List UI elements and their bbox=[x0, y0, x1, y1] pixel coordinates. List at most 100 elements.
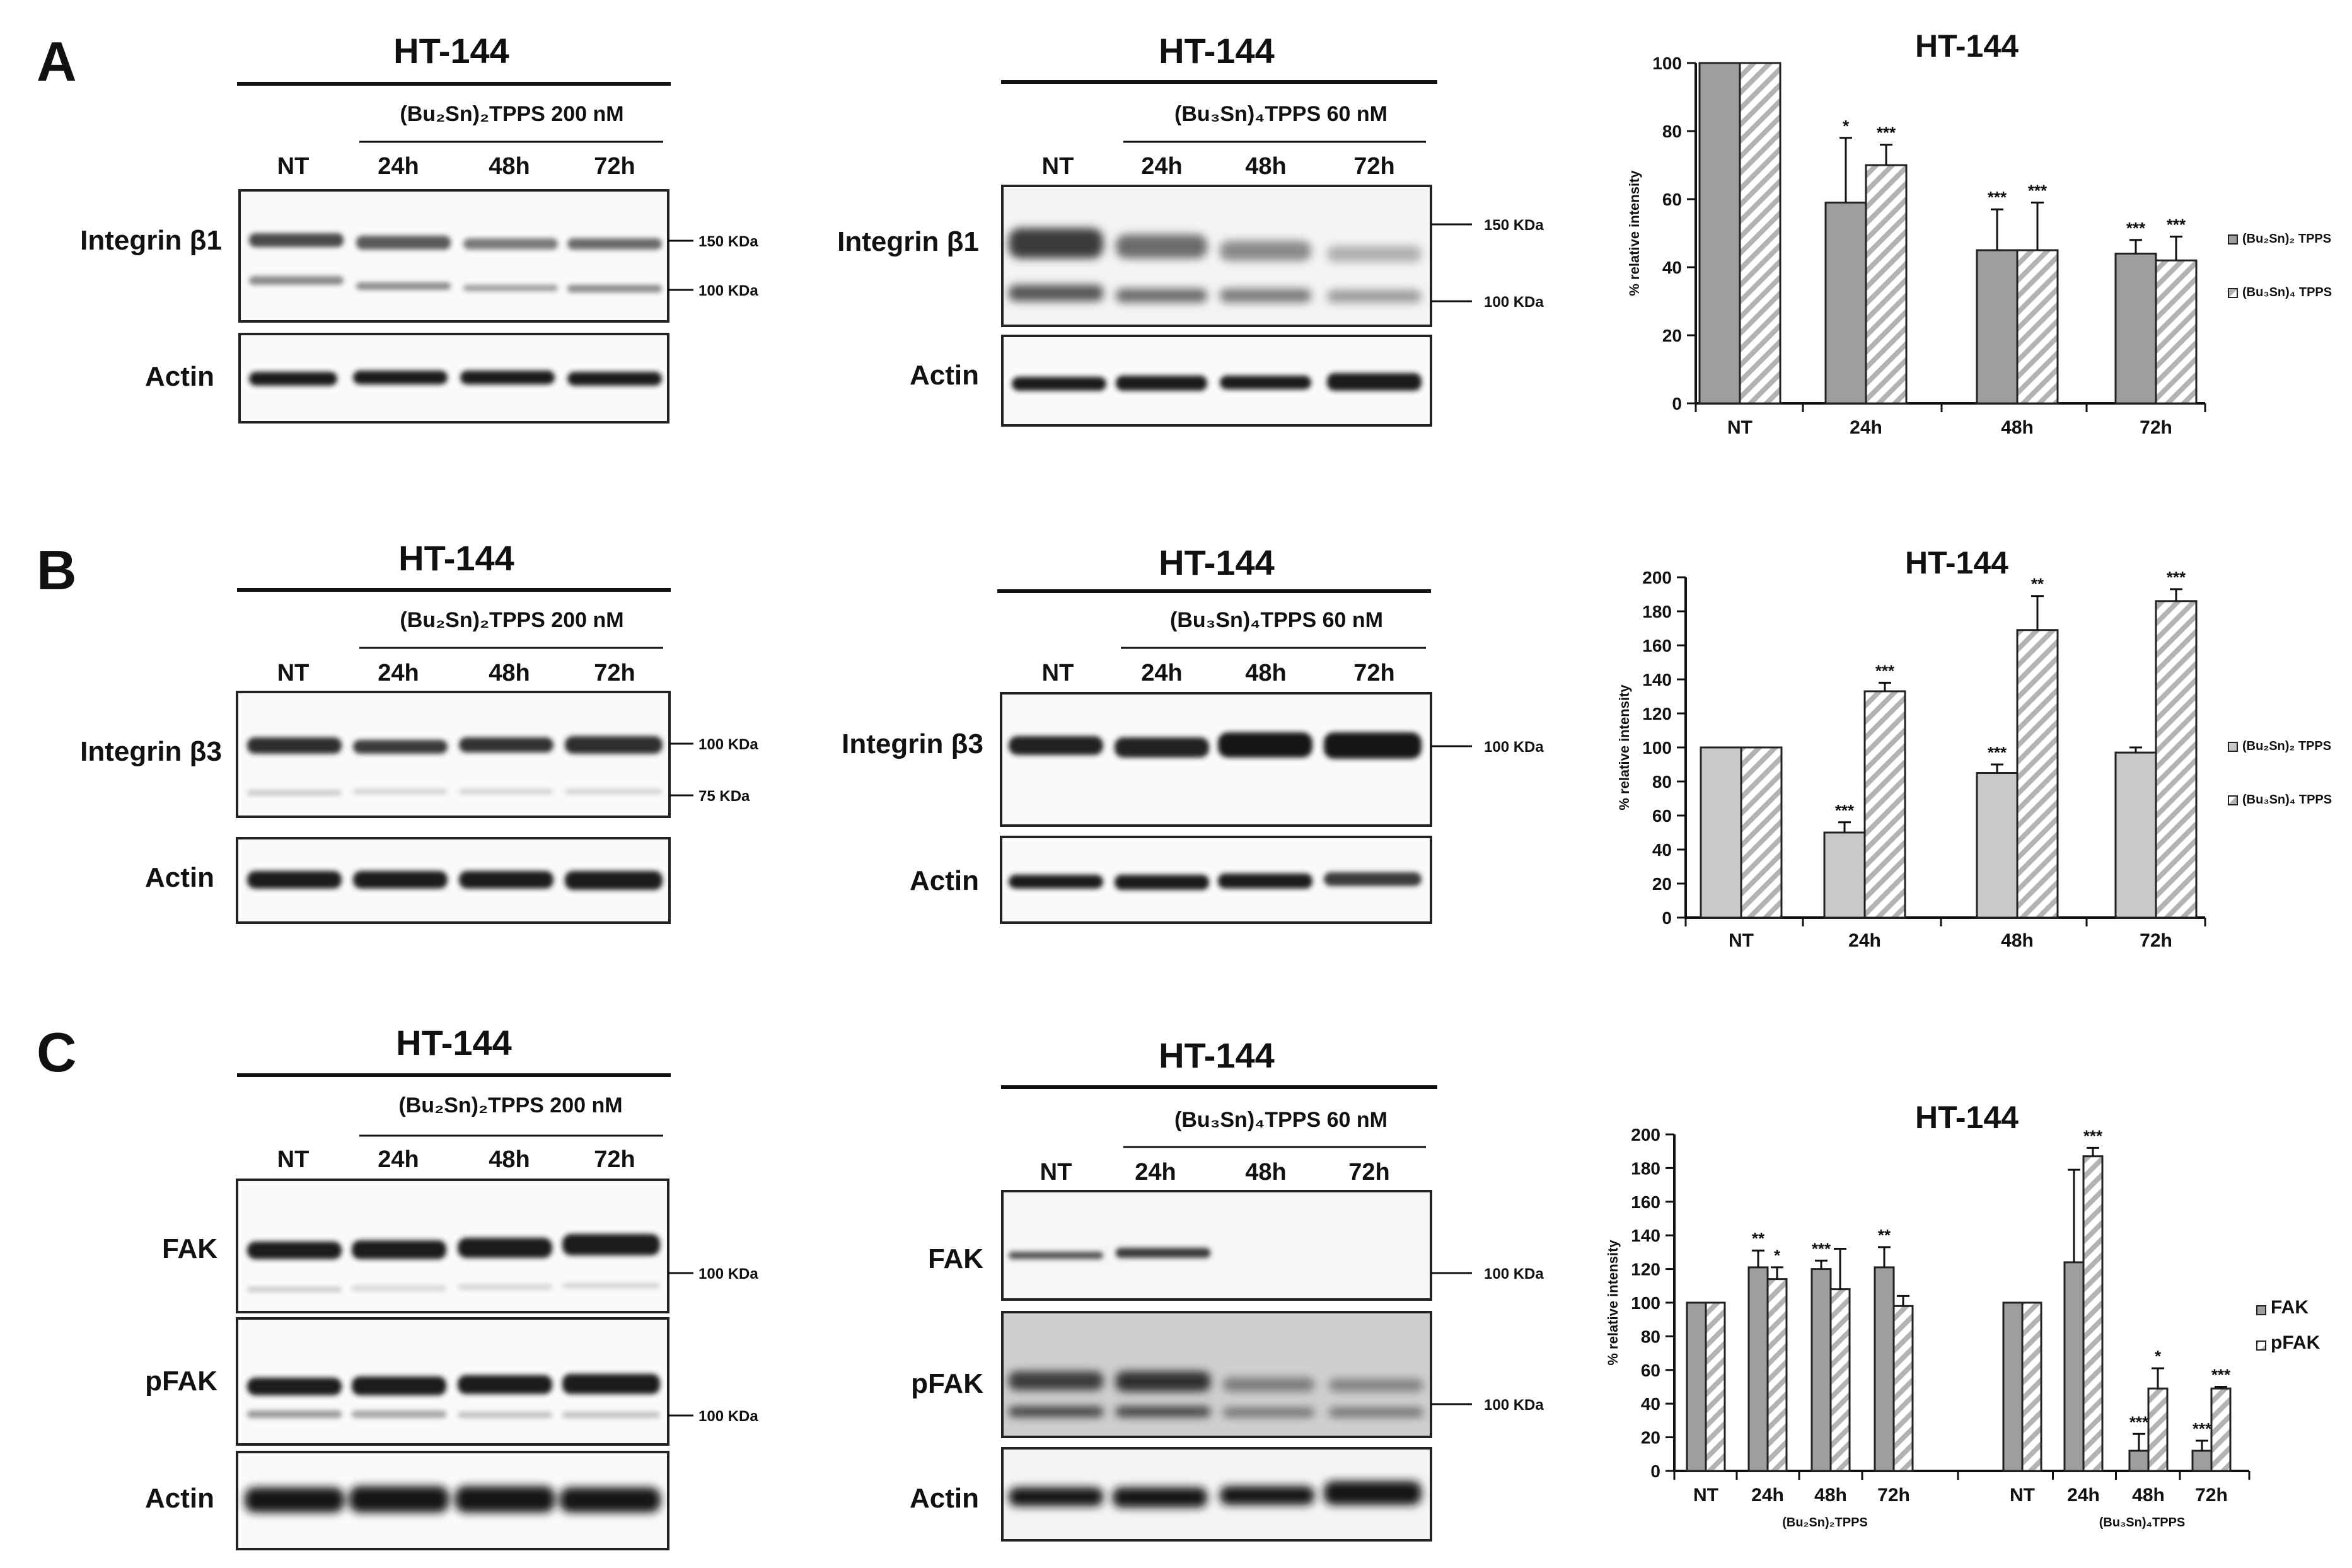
bar-chart-c: HT-144 0 20 40 60 80 100 120 140 160 180 200 % relat… bbox=[1605, 1100, 2320, 1530]
lane-label-48h: 48h bbox=[1245, 660, 1286, 686]
y-tick-label: 0 bbox=[1672, 394, 1682, 413]
lane-label-48h: 48h bbox=[1245, 1159, 1286, 1185]
significance-marker: * bbox=[2155, 1347, 2162, 1366]
legend-label: (Bu₃Sn)₄ TPPS bbox=[2242, 793, 2332, 807]
bar-series-1 bbox=[1700, 746, 1742, 919]
legend-label: FAK bbox=[2271, 1297, 2309, 1318]
y-tick-label: 80 bbox=[1662, 122, 1682, 141]
treatment-label: (Bu₃Sn)₄TPPS 60 nM bbox=[1170, 608, 1383, 632]
chart-title: HT-144 bbox=[1905, 545, 2008, 580]
y-tick-label: 40 bbox=[1662, 258, 1682, 277]
significance-marker: *** bbox=[2167, 215, 2186, 234]
significance-marker: *** bbox=[2167, 568, 2186, 587]
marker-label: 100 KDa bbox=[698, 282, 758, 299]
bar-series-1 bbox=[1976, 772, 2019, 919]
lane-label-24h: 24h bbox=[1141, 660, 1182, 686]
bar-series-2 bbox=[2147, 1387, 2169, 1472]
y-tick-label: 60 bbox=[1652, 806, 1672, 826]
y-tick-label: 60 bbox=[1641, 1361, 1660, 1380]
lane-label-nt: NT bbox=[1042, 660, 1074, 686]
group-label: (Bu₃Sn)₄TPPS bbox=[2099, 1516, 2186, 1530]
lane-label-48h: 48h bbox=[489, 1146, 530, 1173]
bar-series-2 bbox=[1705, 1301, 1726, 1472]
lane-label-24h: 24h bbox=[378, 153, 419, 180]
y-tick-label: 20 bbox=[1652, 874, 1672, 894]
significance-marker: *** bbox=[1877, 124, 1896, 142]
x-tick-label: 24h bbox=[1850, 417, 1882, 438]
lane-label-24h: 24h bbox=[378, 660, 419, 686]
legend-label: (Bu₂Sn)₂ TPPS bbox=[2242, 739, 2331, 753]
y-tick-label: 0 bbox=[1650, 1461, 1660, 1481]
lane-label-nt: NT bbox=[277, 660, 310, 686]
significance-marker: *** bbox=[1835, 801, 1855, 820]
lane-label-nt: NT bbox=[277, 1146, 310, 1173]
lane-label-24h: 24h bbox=[1141, 153, 1182, 180]
x-tick-label: NT bbox=[2010, 1485, 2035, 1506]
marker-label: 150 KDa bbox=[698, 233, 758, 250]
blot-label-fak: FAK bbox=[928, 1243, 983, 1274]
lane-label-24h: 24h bbox=[378, 1146, 419, 1173]
x-tick-label: 72h bbox=[2195, 1485, 2228, 1506]
y-tick-label: 140 bbox=[1631, 1226, 1660, 1245]
y-tick-label: 120 bbox=[1642, 704, 1672, 723]
legend-swatch bbox=[2228, 234, 2238, 245]
blot-label-actin: Actin bbox=[145, 1483, 214, 1514]
significance-marker: *** bbox=[2211, 1366, 2231, 1385]
significance-marker: *** bbox=[1988, 188, 2007, 207]
significance-marker: * bbox=[1774, 1246, 1781, 1265]
blot-label-pfak: pFAK bbox=[145, 1366, 217, 1397]
treatment-label: (Bu₃Sn)₄TPPS 60 nM bbox=[1174, 102, 1387, 126]
blot-header-title: HT-144 bbox=[1159, 543, 1275, 582]
blot-c-bu2: HT-144 (Bu₂Sn)₂TPPS 200 nM NT 24h 48h 72… bbox=[145, 1023, 758, 1550]
blot-label-actin: Actin bbox=[910, 360, 979, 391]
blot-header-title: HT-144 bbox=[398, 538, 514, 578]
treatment-label: (Bu₂Sn)₂TPPS 200 nM bbox=[400, 102, 623, 126]
bar-series-1 bbox=[1823, 831, 1866, 919]
bar-series-2 bbox=[1766, 1278, 1788, 1472]
blot-a-bu2: HT-144 (Bu₂Sn)₂TPPS 200 nM NT 24h 48h 72… bbox=[80, 31, 758, 424]
x-tick-label: 24h bbox=[1751, 1485, 1784, 1506]
blot-label-actin: Actin bbox=[145, 862, 214, 893]
panel-label-b: B bbox=[37, 539, 77, 601]
bar-series-2 bbox=[2210, 1387, 2232, 1472]
bar-chart-b: HT-144 0 20 40 60 80 100 120 140 160 180 200 % relat… bbox=[1616, 545, 2332, 951]
chart-title: HT-144 bbox=[1915, 28, 2019, 64]
bar-series-1 bbox=[1824, 201, 1867, 405]
legend-swatch bbox=[2228, 795, 2238, 805]
marker-label: 100 KDa bbox=[1484, 739, 1544, 756]
bar-series-2 bbox=[2016, 629, 2059, 919]
y-tick-label: 20 bbox=[1641, 1428, 1660, 1448]
bar-series-2 bbox=[1829, 1288, 1851, 1472]
x-tick-label: 72h bbox=[2140, 417, 2172, 438]
marker-label: 100 KDa bbox=[1484, 1265, 1544, 1283]
y-tick-label: 100 bbox=[1652, 54, 1682, 73]
blot-label-integrin-b1: Integrin β1 bbox=[837, 226, 979, 257]
y-tick-label: 180 bbox=[1631, 1158, 1660, 1178]
marker-label: 75 KDa bbox=[698, 788, 750, 805]
legend-swatch bbox=[2228, 288, 2238, 298]
bar-series-1 bbox=[2191, 1450, 2213, 1472]
bar-series-2 bbox=[2021, 1301, 2042, 1472]
blot-header-title: HT-144 bbox=[1159, 1035, 1275, 1075]
significance-marker: *** bbox=[2129, 1412, 2149, 1431]
blot-header-title: HT-144 bbox=[1159, 31, 1275, 71]
lane-label-72h: 72h bbox=[594, 153, 635, 180]
marker-label: 150 KDa bbox=[1484, 217, 1544, 234]
bar-series-2 bbox=[1865, 164, 1908, 405]
x-tick-label: 48h bbox=[2001, 930, 2034, 951]
blot-header-title: HT-144 bbox=[393, 31, 509, 71]
legend-label: (Bu₃Sn)₄ TPPS bbox=[2242, 285, 2332, 299]
marker-label: 100 KDa bbox=[1484, 294, 1544, 311]
legend-label: (Bu₂Sn)₂ TPPS bbox=[2242, 232, 2331, 246]
y-tick-label: 140 bbox=[1642, 670, 1672, 689]
bar-series-2 bbox=[1740, 746, 1783, 919]
legend-swatch bbox=[2228, 742, 2238, 752]
marker-label: 100 KDa bbox=[1484, 1397, 1544, 1414]
y-tick-label: 180 bbox=[1642, 602, 1672, 621]
blot-label-integrin-b1: Integrin β1 bbox=[80, 225, 222, 256]
bar-series-1 bbox=[1747, 1266, 1769, 1472]
x-tick-label: 72h bbox=[2140, 930, 2172, 951]
legend-swatch bbox=[2256, 1305, 2266, 1315]
panel-label-c: C bbox=[37, 1021, 77, 1083]
